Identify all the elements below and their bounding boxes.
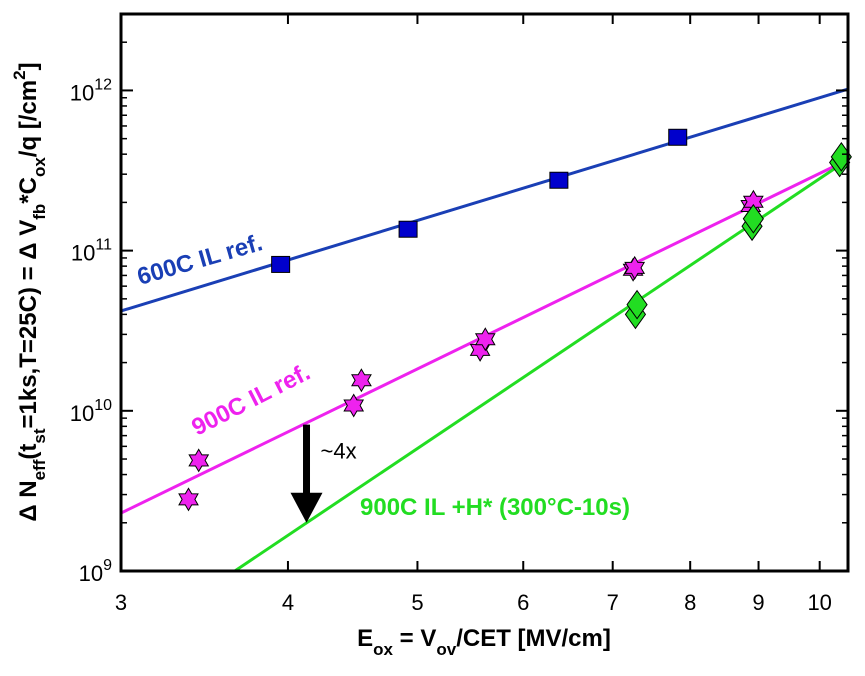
- point-s1-1: [188, 448, 210, 473]
- x-tick-label: 8: [684, 590, 696, 615]
- point-s1-7: [624, 255, 646, 280]
- reduction-arrow: ~4x: [290, 424, 357, 523]
- point-s2-3: [742, 203, 764, 234]
- point-s1-3: [351, 368, 372, 393]
- point-s0-3: [668, 128, 688, 146]
- x-tick-label: 4: [282, 590, 294, 615]
- data-markers: [178, 128, 852, 512]
- point-s1-2: [343, 393, 365, 418]
- point-s1-5: [474, 327, 496, 352]
- x-tick-label: 9: [752, 590, 764, 615]
- point-s0-1: [398, 220, 418, 238]
- x-tick-label: 5: [411, 590, 423, 615]
- axis-ticks: [120, 13, 848, 572]
- y-axis-title: Δ Neff(tst=1ks,T=25C) = Δ Vfb*Cox/q [/cm…: [10, 62, 49, 521]
- arrow-label: ~4x: [321, 439, 357, 464]
- series-label-900c-h: 900C IL +H* (300°C-10s): [360, 494, 630, 521]
- point-s0-0: [271, 255, 291, 273]
- y-tick-label: 1010: [70, 397, 112, 426]
- arrow-head: [290, 492, 323, 523]
- y-tick-label: 1012: [70, 76, 112, 105]
- fit-line-0: [120, 87, 849, 313]
- point-s0-2: [549, 171, 569, 189]
- x-tick-label: 10: [807, 590, 831, 615]
- y-tick-label: 109: [79, 557, 112, 586]
- plot-frame: [119, 12, 850, 573]
- x-tick-label: 3: [115, 590, 127, 615]
- tick-labels: 3 4 5 6 7 8 9 10 109 1010 1011 1012: [70, 76, 832, 615]
- y-tick-label: 1011: [71, 237, 112, 266]
- x-axis-title: Eox = Vov/CET [MV/cm]: [357, 625, 611, 659]
- x-tick-label: 7: [607, 590, 619, 615]
- point-s1-0: [178, 487, 199, 512]
- point-s2-1: [626, 289, 648, 320]
- x-tick-label: 6: [517, 590, 529, 615]
- plot-area: [121, 14, 848, 571]
